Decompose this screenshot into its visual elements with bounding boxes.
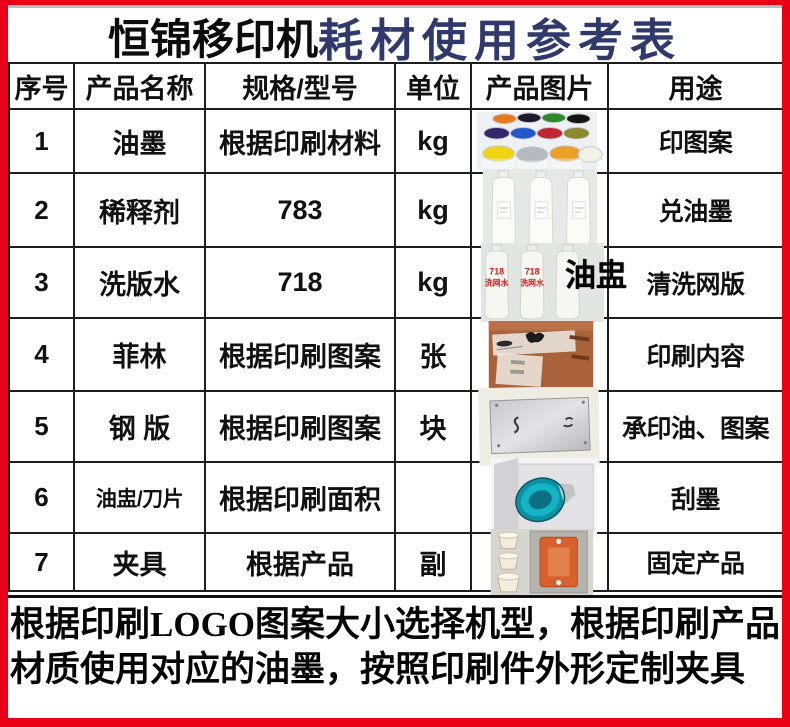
title-subject-text: 耗材使用参考表 (318, 14, 683, 66)
cell-product-name: 油盅/刀片 (73, 461, 206, 534)
cell-unit (394, 461, 472, 534)
table-row: 6 油盅/刀片 根据印刷面积 (8, 458, 782, 537)
bottle-label-718: 718 (525, 267, 540, 277)
table-sheet: 恒锦移印机 耗材使用参考表 序号 产品名称 规格/型号 单位 产品图片 用途 1 … (8, 5, 782, 718)
cell-serial: 6 (8, 461, 75, 534)
cell-serial: 4 (8, 317, 75, 392)
cell-product-image (470, 387, 609, 466)
page-title: 恒锦移印机 耗材使用参考表 (8, 8, 782, 66)
header-image: 产品图片 (470, 62, 609, 110)
cell-spec: 根据产品 (204, 532, 396, 592)
cell-product-name: 稀释剂 (73, 172, 206, 248)
cell-product-image (470, 317, 609, 392)
title-brand-text: 恒锦移印机 (107, 15, 318, 63)
bottle-label-718: 718 (489, 267, 504, 277)
thinner-bottles-image (475, 169, 604, 251)
bottle-label-washwater: 洗网水 (520, 277, 544, 287)
cell-product-image (470, 458, 609, 537)
wash-water-bottles-image: 718 洗网水 718 洗网水 (475, 243, 604, 322)
header-name: 产品名称 (73, 62, 206, 110)
cell-unit: 张 (394, 317, 472, 392)
cell-serial: 2 (8, 172, 75, 248)
header-unit: 单位 (394, 62, 472, 110)
cell-product-image (470, 108, 609, 174)
oil-cup-image (475, 458, 604, 537)
cell-unit: kg (394, 246, 472, 319)
cell-spec: 根据印刷图案 (204, 317, 396, 392)
cell-product-name: 夹具 (73, 532, 206, 592)
ink-cups-image (475, 112, 604, 170)
cell-product-image: 718 洗网水 718 洗网水 (470, 243, 627, 322)
cell-serial: 3 (8, 246, 75, 319)
table-row: 1 油墨 根据印刷材料 kg (8, 108, 782, 174)
cell-spec: 783 (204, 172, 396, 248)
header-serial: 序号 (8, 62, 75, 110)
fixture-image (475, 529, 604, 595)
cell-product-image (470, 529, 609, 595)
table-row: 5 钢 版 根据印刷图案 块 (8, 387, 782, 466)
cell-product-name: 油墨 (73, 108, 206, 174)
cell-spec: 根据印刷材料 (204, 108, 396, 174)
cell-product-name: 钢 版 (73, 390, 206, 463)
cell-spec: 718 (204, 246, 396, 319)
footer-note-line2: 材质使用对应的油墨，按照印刷件外形定制夹具 (10, 649, 746, 689)
footer-note: 根据印刷LOGO图案大小选择机型，根据印刷产品 材质使用对应的油墨，按照印刷件外… (8, 595, 782, 718)
header-row: 序号 产品名称 规格/型号 单位 产品图片 用途 (8, 62, 782, 110)
film-sheets-image (475, 321, 604, 388)
cell-spec: 根据印刷面积 (204, 461, 396, 534)
cell-unit: kg (394, 172, 472, 248)
cell-usage: 印刷内容 (607, 317, 782, 392)
cell-product-name: 菲林 (73, 317, 206, 392)
table-row: 4 菲林 根据印刷图案 张 (8, 317, 782, 392)
cell-product-name: 洗版水 (73, 246, 206, 319)
header-usage: 用途 (607, 62, 782, 110)
cell-spec: 根据印刷图案 (204, 390, 396, 463)
cell-unit: 块 (394, 390, 472, 463)
table-row: 2 稀释剂 783 kg (8, 169, 782, 251)
cell-serial: 1 (8, 108, 75, 174)
cell-usage: 清洗网版 (607, 246, 782, 319)
bottle-label-washwater: 洗网水 (485, 277, 509, 287)
cell-usage: 承印油、图案 (607, 390, 782, 463)
oil-cup-overlay-label: 油盅 (565, 258, 627, 293)
cell-usage: 兑油墨 (607, 172, 782, 248)
header-spec: 规格/型号 (204, 62, 396, 110)
cell-unit: 副 (394, 532, 472, 592)
table-row: 3 洗版水 718 kg 718 洗网水 (8, 243, 782, 322)
consumables-table: 序号 产品名称 规格/型号 单位 产品图片 用途 1 油墨 根据印刷材料 kg (8, 62, 782, 595)
cell-usage: 刮墨 (607, 461, 782, 534)
table-row: 7 夹具 根据产品 副 (8, 529, 782, 595)
cell-serial: 5 (8, 390, 75, 463)
footer-note-line1: 根据印刷LOGO图案大小选择机型，根据印刷产品 (10, 605, 781, 644)
cell-usage: 固定产品 (607, 532, 782, 592)
cell-unit: kg (394, 108, 472, 174)
cell-serial: 7 (8, 532, 75, 592)
steel-plate-image (475, 387, 604, 466)
cell-product-image (470, 169, 609, 251)
cell-usage: 印图案 (607, 108, 782, 174)
